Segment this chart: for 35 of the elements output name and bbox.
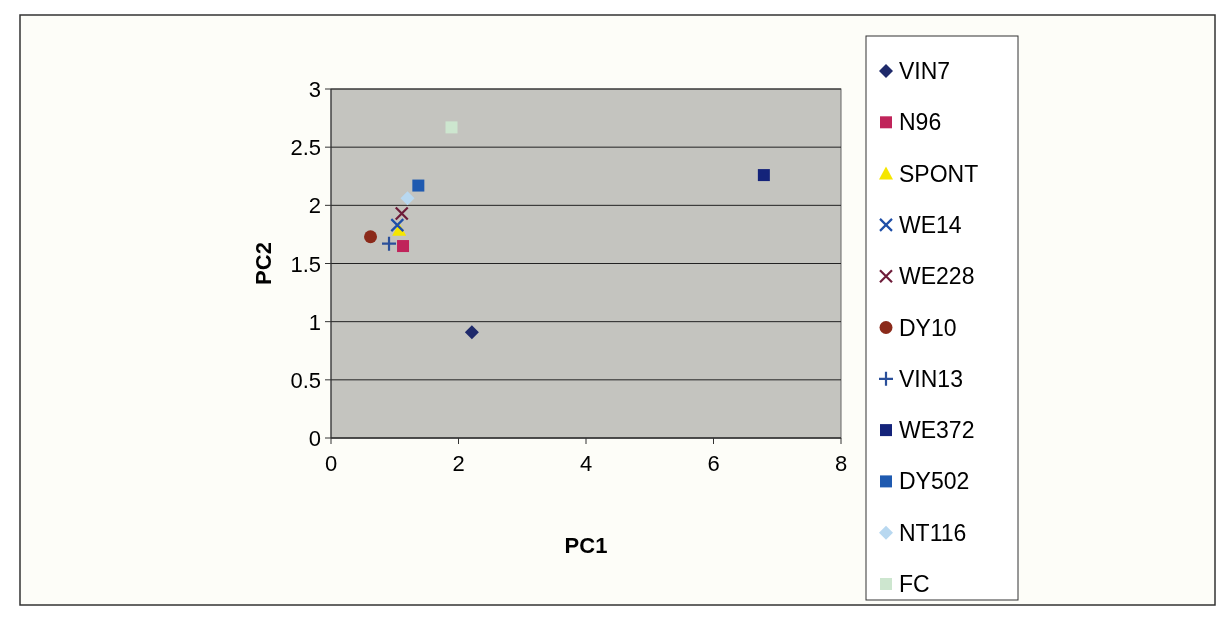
point [394,206,409,221]
point [412,179,425,192]
x-tick-label: 8 [834,451,848,476]
y-axis-title: PC2 [251,242,276,285]
point [380,235,398,252]
y-tick-label: 0.5 [290,367,321,393]
legend-label: N96 [899,109,942,136]
legend-label: WE14 [899,211,962,238]
legend-label: VIN7 [899,58,951,84]
legend-label: NT116 [899,519,967,546]
point [757,169,770,182]
point [464,325,479,340]
y-tick-label: 0 [308,426,321,451]
y-tick-label: 1.5 [290,251,321,277]
y-tick-label: 2.5 [290,135,321,161]
legend-label: WE228 [899,263,975,290]
y-tick-label: 2 [308,193,321,219]
legend-label: FC [899,571,930,597]
x-tick-label: 0 [324,451,338,476]
point [445,121,458,134]
x-tick-label: 4 [579,451,593,476]
point [397,240,410,253]
point [400,191,415,206]
legend-label: VIN13 [899,365,963,392]
y-tick-label: 1 [308,309,321,335]
legend-label: WE372 [899,417,975,444]
x-tick-label: 2 [452,451,465,476]
x-axis-title: PC1 [564,533,608,558]
point [364,230,378,244]
legend-label: SPONT [899,160,979,187]
legend-label: DY10 [899,314,957,341]
point [390,218,405,233]
y-tick-label: 3 [308,77,321,102]
x-tick-label: 6 [707,451,720,476]
legend-label: DY502 [899,468,970,495]
